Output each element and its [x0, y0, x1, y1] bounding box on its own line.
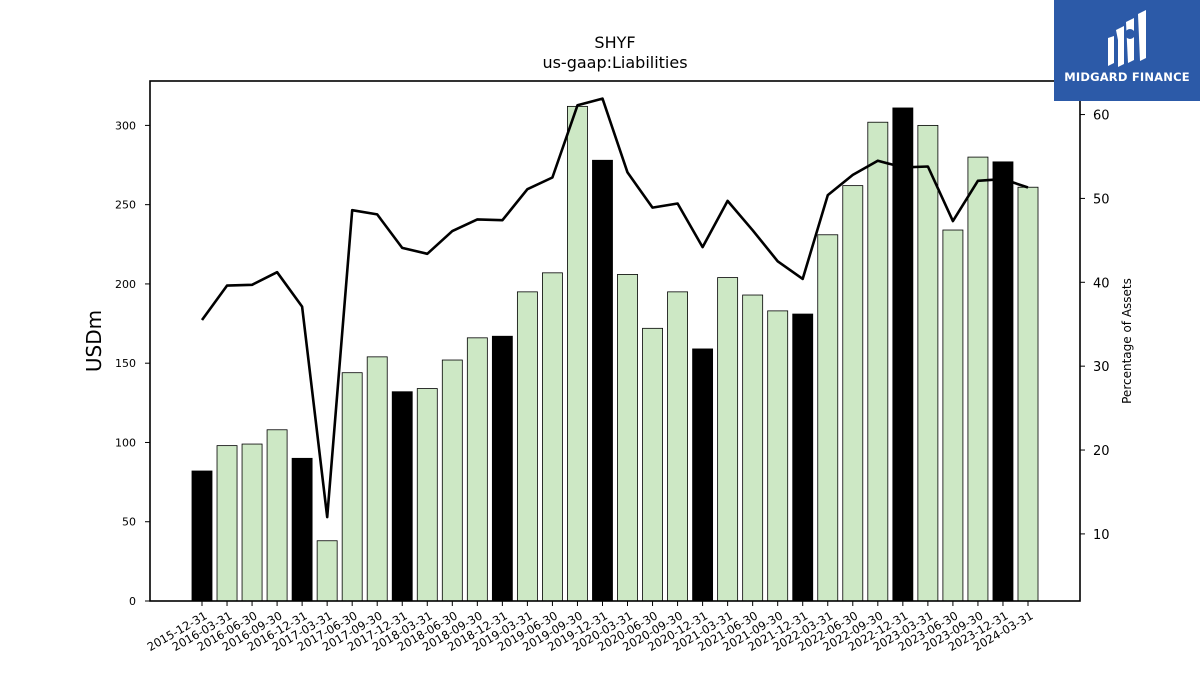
y-axis-label: USDm [82, 310, 106, 372]
bars-group [191, 105, 1039, 602]
y-tick-label: 100 [115, 436, 136, 449]
bar-2019-12-31 [592, 159, 613, 602]
y-tick-label: 200 [115, 278, 136, 291]
bar-2023-06-30 [942, 229, 964, 602]
bar-2016-03-31 [216, 445, 238, 602]
bar-2019-03-31 [516, 291, 538, 602]
bar-2018-12-31 [491, 335, 513, 602]
bar-2022-09-30 [867, 121, 889, 602]
bar-2016-12-31 [291, 457, 313, 602]
bar-2018-09-30 [466, 337, 488, 602]
bar-2021-03-31 [717, 277, 739, 602]
plot-frame [149, 80, 1081, 602]
bar-2020-03-31 [617, 274, 638, 602]
bar-2020-06-30 [642, 327, 663, 602]
midgard-logo-icon [1108, 10, 1146, 67]
bar-2021-09-30 [767, 310, 789, 602]
y-tick-label: 0 [129, 595, 136, 608]
axes-group: 0501001502002503001020304050602015-12-31… [115, 80, 1110, 654]
bar-2019-09-30 [567, 105, 588, 602]
y2-tick-label: 20 [1093, 444, 1110, 459]
brand-logo: MIDGARD FINANCE [1054, 0, 1200, 101]
bar-2016-06-30 [241, 443, 263, 602]
bar-2017-12-31 [391, 391, 413, 602]
y2-tick-label: 50 [1093, 192, 1110, 207]
bar-2021-06-30 [742, 294, 764, 602]
y2-axis-label: Percentage of Assets [1120, 278, 1134, 404]
bar-2023-03-31 [917, 124, 939, 602]
bar-2016-09-30 [266, 429, 288, 602]
bar-2015-12-31 [191, 470, 213, 602]
bar-2019-06-30 [542, 272, 563, 602]
bar-2017-06-30 [341, 372, 363, 602]
bar-2017-03-31 [316, 540, 338, 602]
bar-2023-12-31 [992, 161, 1014, 602]
y-tick-label: 150 [115, 357, 136, 370]
bar-2022-12-31 [892, 107, 914, 602]
y2-tick-label: 10 [1093, 528, 1110, 543]
bar-2020-12-31 [692, 348, 714, 602]
bar-2017-09-30 [366, 356, 388, 602]
y2-tick-label: 30 [1093, 360, 1110, 375]
bar-2023-09-30 [967, 156, 989, 602]
bar-2020-09-30 [667, 291, 688, 602]
percentage-line [200, 97, 1029, 519]
line-group [200, 97, 1029, 519]
y-tick-label: 250 [115, 199, 136, 212]
bar-2018-03-31 [416, 388, 438, 602]
y-tick-label: 300 [115, 119, 136, 132]
brand-name: MIDGARD FINANCE [1064, 70, 1190, 84]
chart-subtitle: us-gaap:Liabilities [542, 53, 687, 72]
bar-2022-03-31 [817, 234, 839, 602]
bar-2024-03-31 [1017, 186, 1039, 602]
bar-2022-06-30 [842, 185, 864, 602]
y2-tick-label: 60 [1093, 109, 1110, 124]
y2-tick-label: 40 [1093, 276, 1110, 291]
chart-title: SHYF [594, 33, 635, 52]
y-tick-label: 50 [122, 516, 136, 529]
bar-2021-12-31 [792, 313, 814, 602]
bar-2018-06-30 [441, 359, 463, 602]
